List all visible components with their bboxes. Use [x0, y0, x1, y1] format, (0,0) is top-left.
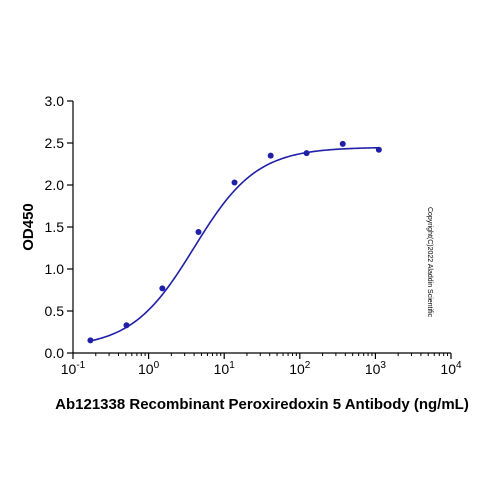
y-tick-label: 1.5: [45, 219, 65, 235]
x-ticks: 10-1 100 101 102 103 104: [61, 353, 462, 377]
data-point: [339, 140, 346, 147]
y-axis-title: OD450: [20, 203, 37, 251]
data-point: [159, 285, 166, 292]
data-point: [87, 337, 94, 344]
data-point: [195, 229, 202, 236]
x-tick-label: 10-1: [61, 360, 86, 377]
data-points: [87, 140, 382, 344]
fit-curve: [90, 146, 379, 342]
y-tick-label: 0.0: [45, 345, 65, 361]
x-tick-label: 102: [289, 360, 311, 377]
y-tick-label: 0.5: [45, 303, 65, 319]
x-tick-label: 100: [138, 360, 160, 377]
axes: [72, 101, 451, 354]
data-point: [267, 152, 274, 159]
data-point: [123, 322, 130, 329]
data-point: [303, 150, 310, 157]
y-tick-label: 3.0: [45, 93, 65, 109]
copyright-annotation: Copyright(C)2022 Aladdin Scientific: [426, 207, 433, 318]
data-point: [375, 146, 382, 153]
x-tick-label: 101: [214, 360, 236, 377]
x-tick-label: 103: [365, 360, 387, 377]
y-ticks: 0.0 0.5 1.0 1.5 2.0 2.5 3.0: [45, 93, 73, 361]
x-axis-title: Ab121338 Recombinant Peroxiredoxin 5 Ant…: [55, 396, 469, 413]
x-tick-label: 104: [440, 360, 462, 377]
data-point: [231, 179, 238, 186]
y-tick-label: 2.0: [45, 177, 65, 193]
y-tick-label: 2.5: [45, 135, 65, 151]
y-tick-label: 1.0: [45, 261, 65, 277]
